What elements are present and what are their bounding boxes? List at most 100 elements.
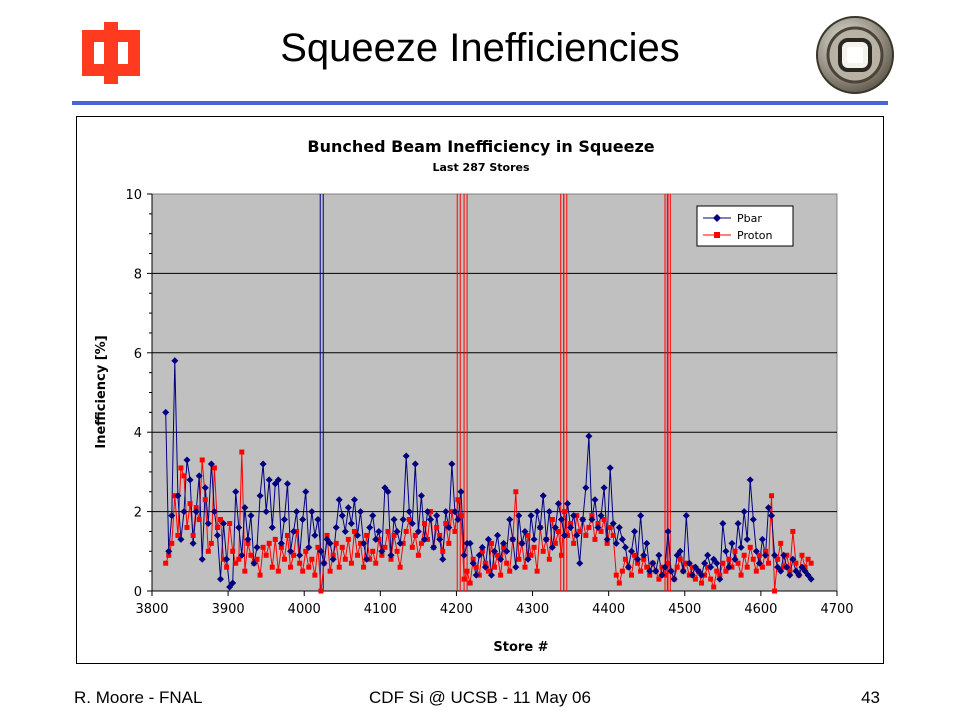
- data-point-proton: [644, 564, 650, 570]
- data-point-pbar: [299, 516, 307, 524]
- data-point-pbar: [673, 551, 681, 559]
- data-point-pbar: [168, 512, 176, 520]
- data-point-pbar: [652, 567, 660, 575]
- data-point-pbar: [332, 523, 340, 531]
- data-point-proton: [440, 548, 446, 554]
- data-point-pbar: [363, 555, 371, 563]
- data-point-pbar: [624, 563, 632, 571]
- data-point-pbar: [506, 516, 514, 524]
- y-tick-label: 8: [134, 267, 142, 282]
- data-point-pbar: [265, 476, 273, 484]
- data-point-proton: [318, 588, 324, 594]
- data-point-pbar: [451, 508, 459, 516]
- data-point-proton: [245, 540, 251, 546]
- data-point-proton: [726, 556, 732, 562]
- data-point-pbar: [250, 559, 258, 567]
- data-point-pbar: [722, 547, 730, 555]
- title-divider: [72, 101, 888, 105]
- data-point-pbar: [551, 523, 559, 531]
- data-point-pbar: [527, 512, 535, 520]
- legend-label-pbar: Pbar: [737, 212, 762, 225]
- data-point-pbar: [442, 508, 450, 516]
- data-point-proton: [793, 560, 799, 566]
- data-point-proton: [598, 528, 604, 534]
- data-point-pbar: [606, 464, 614, 472]
- data-point-pbar: [472, 571, 480, 579]
- data-point-proton: [178, 465, 184, 471]
- data-point-proton: [230, 548, 236, 554]
- data-point-proton: [297, 560, 303, 566]
- data-point-pbar: [621, 543, 629, 551]
- data-point-proton: [495, 552, 501, 558]
- data-point-pbar: [628, 547, 635, 555]
- data-point-pbar: [765, 504, 772, 512]
- data-point-proton: [766, 560, 771, 566]
- data-point-pbar: [588, 516, 596, 524]
- data-point-proton: [355, 552, 360, 558]
- data-point-pbar: [424, 508, 432, 516]
- data-point-pbar: [247, 512, 255, 520]
- data-point-pbar: [688, 571, 696, 579]
- data-point-pbar: [241, 504, 249, 512]
- data-point-pbar: [232, 488, 240, 496]
- legend-label-proton: Proton: [737, 229, 772, 242]
- data-point-pbar: [177, 535, 185, 543]
- data-point-proton: [288, 564, 294, 570]
- data-point-pbar: [387, 551, 395, 559]
- data-point-proton: [208, 540, 214, 546]
- data-point-proton: [799, 552, 805, 558]
- data-point-proton: [315, 544, 321, 550]
- data-point-pbar: [384, 488, 392, 496]
- data-point-proton: [555, 528, 561, 534]
- footer-event: CDF Si @ UCSB - 11 May 06: [369, 688, 591, 707]
- data-point-pbar: [210, 508, 218, 516]
- data-point-proton: [196, 517, 202, 523]
- data-point-proton: [619, 568, 625, 574]
- data-point-pbar: [497, 555, 505, 563]
- data-point-proton: [735, 560, 741, 566]
- data-point-pbar: [804, 571, 812, 579]
- data-point-pbar: [603, 535, 611, 543]
- data-point-pbar: [783, 563, 791, 571]
- data-point-pbar: [204, 520, 212, 528]
- data-point-proton: [723, 568, 729, 574]
- data-point-proton: [272, 536, 278, 542]
- data-point-proton: [552, 540, 558, 546]
- data-point-proton: [583, 532, 589, 538]
- data-point-pbar: [207, 460, 215, 468]
- data-point-pbar: [280, 516, 288, 524]
- data-point-pbar: [533, 508, 541, 516]
- x-tick-label: 4200: [440, 602, 473, 617]
- data-point-pbar: [390, 516, 398, 524]
- data-point-pbar: [283, 480, 291, 488]
- data-point-proton: [163, 560, 169, 566]
- data-point-pbar: [396, 539, 404, 547]
- data-point-pbar: [226, 583, 234, 591]
- data-point-pbar: [743, 535, 751, 543]
- data-point-pbar: [618, 535, 626, 543]
- data-point-pbar: [201, 484, 209, 492]
- data-point-proton: [281, 556, 287, 562]
- data-point-proton: [747, 544, 753, 550]
- data-point-proton: [787, 568, 793, 574]
- data-point-pbar: [460, 551, 468, 559]
- fermilab-logo-icon: [76, 18, 146, 88]
- data-point-pbar: [685, 559, 693, 567]
- data-point-pbar: [171, 357, 179, 365]
- data-point-proton: [641, 556, 647, 562]
- data-point-pbar: [634, 555, 642, 563]
- data-point-proton: [732, 548, 738, 554]
- data-point-proton: [327, 568, 333, 574]
- x-tick-label: 4600: [744, 602, 777, 617]
- data-point-pbar: [256, 492, 264, 500]
- data-point-pbar: [217, 575, 224, 583]
- data-point-pbar: [335, 496, 343, 504]
- data-point-pbar: [716, 575, 724, 583]
- data-point-proton: [711, 584, 717, 590]
- data-point-proton: [254, 556, 260, 562]
- data-point-pbar: [466, 539, 474, 547]
- data-point-pbar: [798, 563, 806, 571]
- data-point-proton: [741, 552, 747, 558]
- data-point-pbar: [375, 527, 383, 535]
- data-point-pbar: [338, 512, 346, 520]
